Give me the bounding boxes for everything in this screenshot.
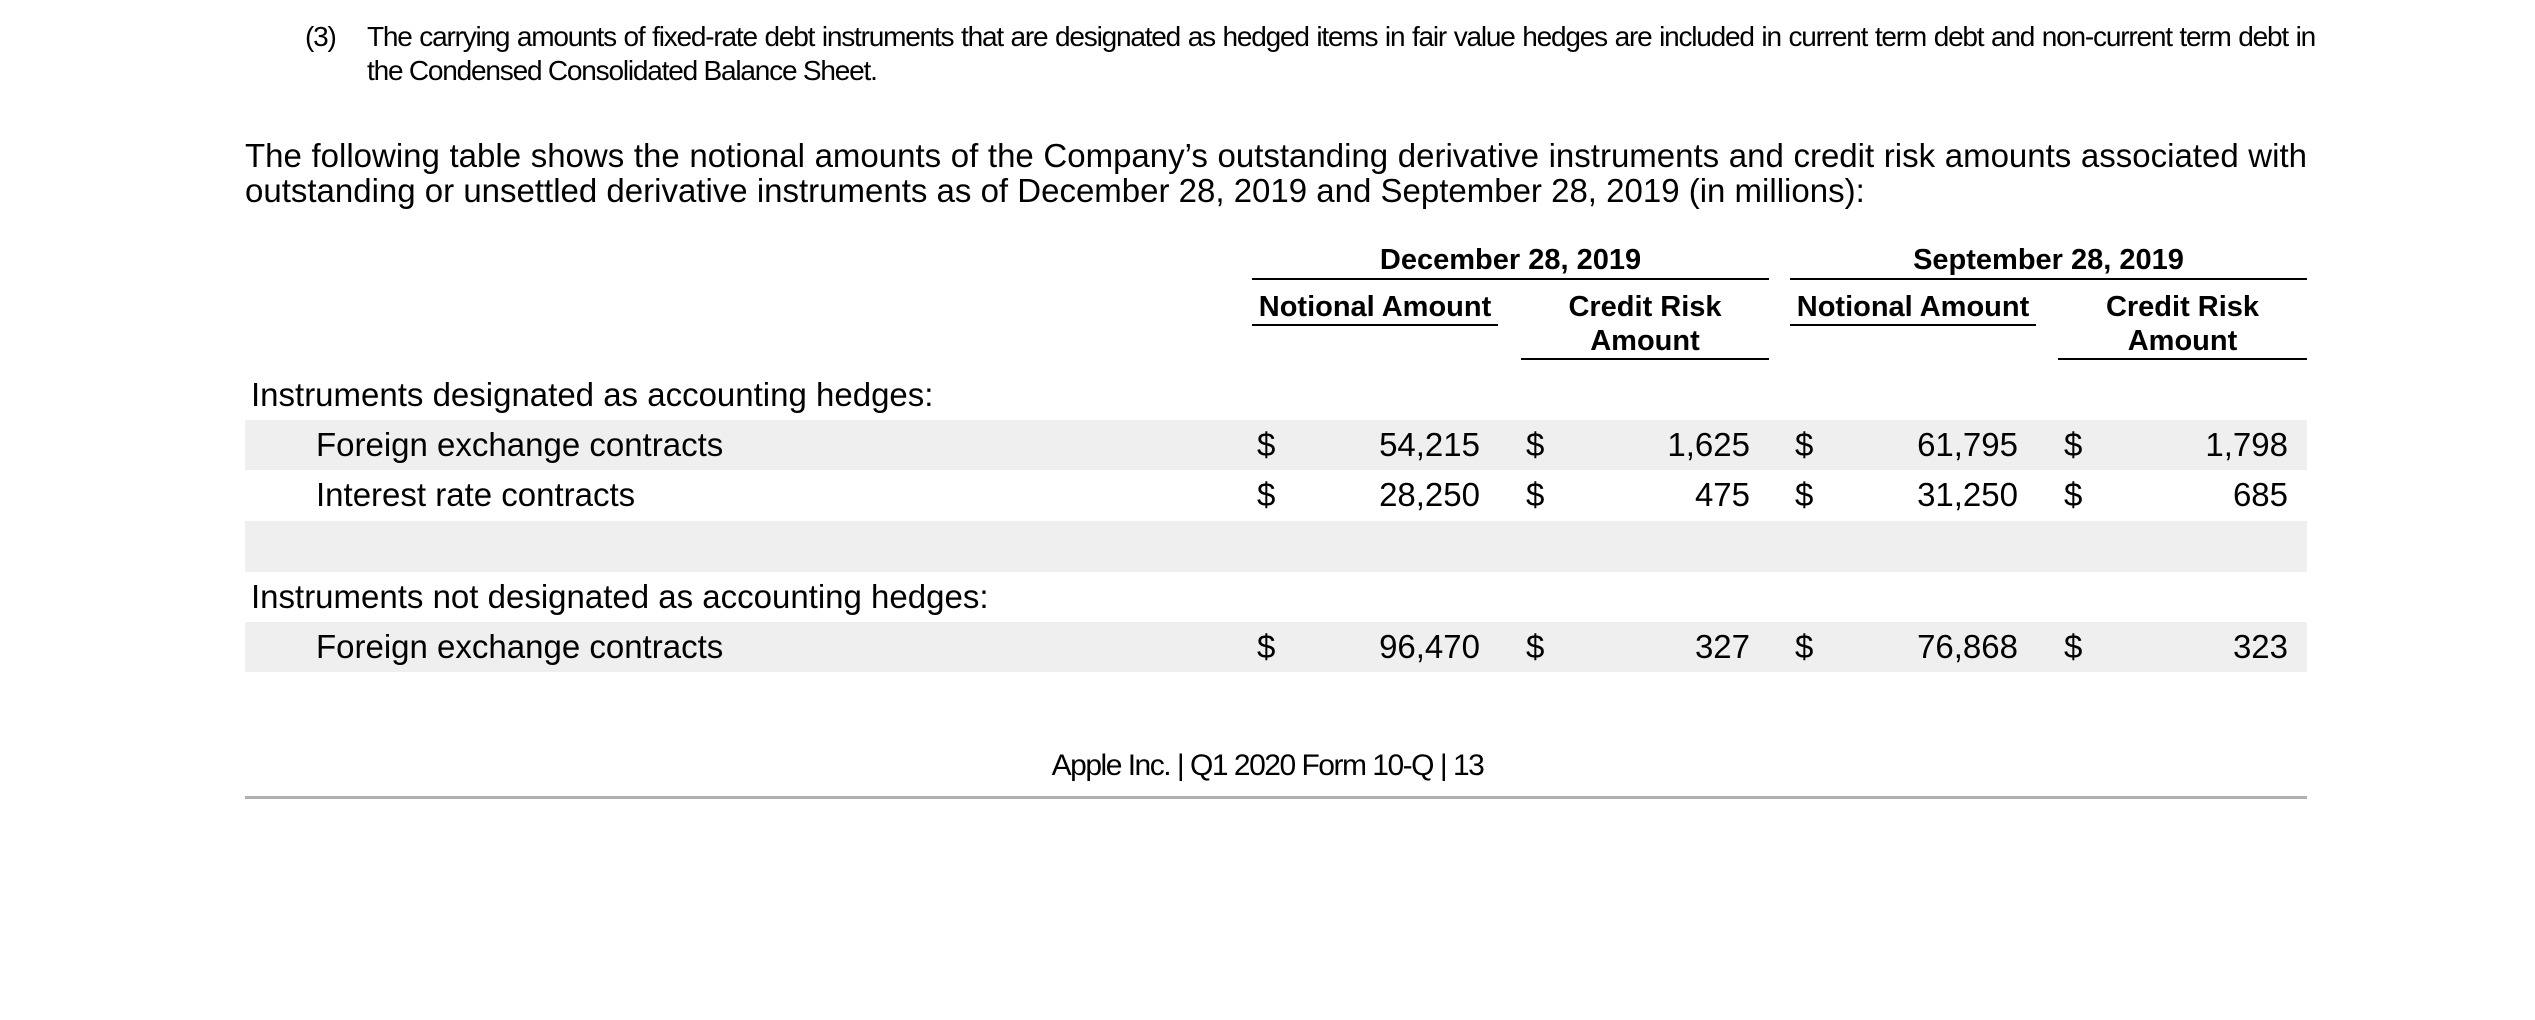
row-label: Foreign exchange contracts (316, 628, 724, 665)
cell-notional-dec: 96,470 (1379, 628, 1480, 665)
section-heading-designated: Instruments designated as accounting hed… (251, 376, 934, 413)
cell-notional-dec: 28,250 (1379, 476, 1480, 513)
currency-symbol: $ (1526, 628, 1545, 665)
section-heading-not-designated: Instruments not designated as accounting… (251, 578, 989, 615)
row-label: Interest rate contracts (316, 476, 636, 513)
cell-credit-risk-sep: 685 (2232, 476, 2288, 513)
cell-credit-risk-dec: 327 (1694, 628, 1750, 665)
currency-symbol: $ (2064, 628, 2083, 665)
cell-notional-sep: 31,250 (1917, 476, 2018, 513)
currency-symbol: $ (2064, 426, 2083, 463)
currency-symbol: $ (1257, 476, 1276, 513)
period-header-sep-2019: September 28, 2019 (1790, 242, 2307, 280)
table-row-band (245, 521, 2307, 572)
currency-symbol: $ (1795, 426, 1814, 463)
currency-symbol: $ (2064, 476, 2083, 513)
currency-symbol: $ (1526, 476, 1545, 513)
cell-notional-sep: 61,795 (1917, 426, 2018, 463)
cell-credit-risk-dec: 475 (1694, 476, 1750, 513)
currency-symbol: $ (1795, 628, 1814, 665)
cell-notional-sep: 76,868 (1917, 628, 2018, 665)
col-header-notional-dec: Notional Amount (1252, 290, 1498, 326)
page-footer: Apple Inc. | Q1 2020 Form 10-Q | 13 (1051, 749, 1485, 782)
footnote: (3) The carrying amounts of fixed-rate d… (305, 20, 2316, 88)
table-row-band (245, 622, 2307, 672)
cell-notional-dec: 54,215 (1379, 426, 1480, 463)
currency-symbol: $ (1526, 426, 1545, 463)
currency-symbol: $ (1795, 476, 1814, 513)
col-header-credit-risk-dec: Credit Risk Amount (1521, 290, 1769, 360)
footnote-text: The carrying amounts of fixed-rate debt … (367, 21, 2316, 86)
col-header-notional-sep: Notional Amount (1790, 290, 2036, 326)
intro-paragraph: The following table shows the notional a… (245, 137, 2307, 209)
cell-credit-risk-sep: 323 (2232, 628, 2288, 665)
cell-credit-risk-dec: 1,625 (1667, 426, 1750, 463)
footer-divider (245, 796, 2307, 799)
cell-credit-risk-sep: 1,798 (2205, 426, 2288, 463)
currency-symbol: $ (1257, 426, 1276, 463)
currency-symbol: $ (1257, 628, 1276, 665)
table-row-band (245, 420, 2307, 470)
col-header-credit-risk-sep: Credit Risk Amount (2058, 290, 2307, 360)
footnote-marker: (3) (305, 21, 337, 52)
row-label: Foreign exchange contracts (316, 426, 724, 463)
period-header-dec-2019: December 28, 2019 (1252, 242, 1769, 280)
